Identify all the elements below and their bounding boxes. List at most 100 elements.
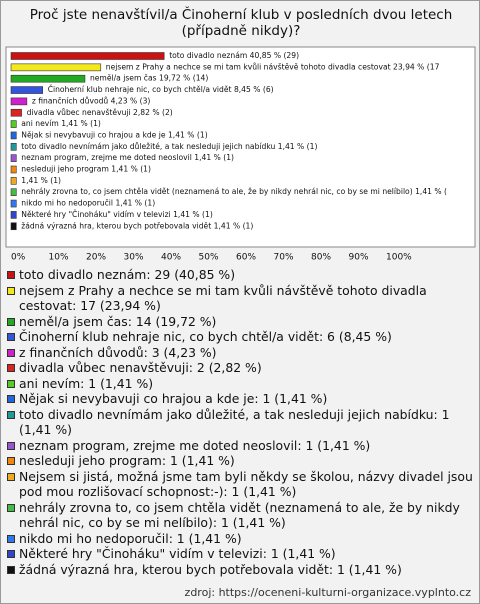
legend-label: toto divadlo nevnímám jako důležité, a t… [19,406,450,438]
legend-marker [7,410,15,419]
legend-marker [7,550,15,558]
legend-item: žádná výrazná hra, kterou bych potřebova… [7,562,475,578]
legend-label: nesleduji jeho program: 1 (1,41 %) [19,453,235,468]
legend-item: nesleduji jeho program: 1 (1,41 %) [7,453,475,469]
legend-item: divadla vůbec nenavštěvuji: 2 (2,82 %) [7,360,475,376]
bar [10,143,17,151]
legend-item: ani nevím: 1 (1,41 %) [7,376,475,392]
legend-item: Některé hry "Činoháku" vidím v televizi:… [7,546,475,562]
value-label: 1,41 % (1) [168,130,208,139]
category-label: divadla vůbec nenavštěvuji [27,108,131,117]
bar-label: nehrály zrovna to, co jsem chtěla vidět … [21,187,447,196]
chart: 0% 10% 20% 30% 40% 50% 60% 70% 80% 90% 100% toto di… [5,46,476,263]
legend-item: neznam program, zrejme me doted neoslovi… [7,438,475,454]
value-label: 19,72 % (14) [159,74,208,83]
bar-label: žádná výrazná hra, kterou bych potřebova… [21,221,253,230]
bar-label: toto divadlo neznám 40,85 % (29) [169,51,299,60]
legend-marker [7,565,15,574]
bar-label: ani nevím 1,41 % (1) [21,119,101,128]
value-label: 2,82 % (2) [133,108,173,117]
category-label: Nějak si nevybavuji co hrajou a kde je [21,130,166,139]
value-label: 1,41 % (1) [173,210,213,219]
value-label: 1,41 % (1) [61,119,101,128]
legend-label: divadla vůbec nenavštěvuji: 2 (2,82 %) [19,360,262,375]
value-label: 40,85 % (29) [250,51,299,60]
category-label: neznam program, zrejme me doted neoslovi… [21,153,192,162]
category-label: nejsem z Prahy a nechce se mi tam kvůli … [106,62,391,71]
x-tick-label: 60% [236,253,256,263]
legend-item: toto divadlo nevnímám jako důležité, a t… [7,407,475,438]
legend-marker [7,457,15,465]
bar [10,165,17,174]
legend-marker [7,333,15,341]
legend-item: Činoherní klub nehraje nic, co bych chtě… [7,329,475,345]
legend-marker [7,534,15,543]
category-label: ani nevím [21,119,58,128]
legend: toto divadlo neznám: 29 (40,85 %) nejsem … [7,267,475,577]
chart-title: Proč jste nenavštívil/a Činoherní klub v… [29,7,453,39]
bar [10,52,165,60]
legend-label: Nejsem si jistá, možná jsme tam byli něk… [19,468,473,500]
category-label: Některé hry "Činoháku" vidím v televizi [21,210,170,219]
bar [10,199,17,208]
value-label: 1,41 % (1) [278,142,318,151]
bar-label: Nějak si nevybavuji co hrajou a kde je 1… [21,130,207,139]
bar [10,177,17,185]
bar [10,188,17,196]
legend-label: nejsem z Prahy a nechce se mi tam kvůli … [19,282,427,314]
legend-marker [7,271,15,279]
category-label: nikdo mi ho nedoporučil [21,199,113,208]
x-tick-label: 50% [199,253,219,263]
legend-marker [7,317,15,326]
bar-label: nikdo mi ho nedoporučil 1,41 % (1) [21,199,155,208]
category-label: toto divadlo nevnímám jako důležité, a t… [21,142,275,151]
legend-item: toto divadlo neznám: 29 (40,85 %) [7,267,475,283]
legend-marker [7,472,15,481]
legend-marker [7,379,15,388]
value-label: 1,41 % (1) [21,176,61,185]
bar [10,120,17,128]
bar-label: z finančních důvodů 4,23 % (3) [32,96,151,105]
legend-label: z finančních důvodů: 3 (4,23 %) [19,344,217,360]
legend-label: neměl/a jsem čas: 14 (19,72 %) [19,313,217,329]
bar-label: Některé hry "Činoháku" vidím v televizi … [21,210,213,219]
category-label: Činoherní klub nehraje nic, co bych chtě… [48,85,232,94]
bar [10,97,28,106]
legend-label: žádná výrazná hra, kterou bych potřebova… [19,561,402,577]
legend-marker [7,441,15,450]
legend-item: nejsem z Prahy a nechce se mi tam kvůli … [7,283,475,314]
legend-item: nehrály zrovna to, co jsem chtěla vidět … [7,500,475,531]
bar-label: nejsem z Prahy a nechce se mi tam kvůli … [106,62,440,71]
value-label: 23,94 % (17 [393,62,440,71]
bar [10,108,22,117]
value-label: 4,23 % (3) [111,96,151,105]
category-label: nehrály zrovna to, co jsem chtěla vidět … [21,187,412,196]
category-label: nesleduji jeho program [21,165,109,174]
bar [10,63,102,72]
x-tick-label: 10% [49,253,69,263]
legend-label: toto divadlo neznám: 29 (40,85 %) [19,267,236,282]
value-label: 1,41 % (1) [115,199,155,208]
legend-item: neměl/a jsem čas: 14 (19,72 %) [7,314,475,330]
bar [10,222,17,231]
x-tick-label: 20% [86,253,106,263]
legend-item: Nějak si nevybavuji co hrajou a kde je: … [7,391,475,407]
legend-marker [7,348,15,357]
legend-label: ani nevím: 1 (1,41 %) [19,375,154,391]
legend-label: neznam program, zrejme me doted neoslovi… [19,437,371,453]
bar-label: Činoherní klub nehraje nic, co bych chtě… [48,85,274,94]
legend-item: nikdo mi ho nedoporučil: 1 (1,41 %) [7,531,475,547]
legend-marker [7,503,15,512]
bar-label: divadla vůbec nenavštěvuji 2,82 % (2) [27,108,173,117]
bar [10,131,17,140]
legend-label: nikdo mi ho nedoporučil: 1 (1,41 %) [19,530,242,546]
x-tick-label: 90% [349,253,369,263]
value-label: 1,41 % (1) [214,221,254,230]
category-label: žádná výrazná hra, kterou bych potřebova… [21,221,211,230]
bar [10,154,17,162]
x-tick-label: 0% [11,253,26,263]
bar [10,74,86,83]
x-tick-label: 30% [124,253,144,263]
x-tick-label: 100% [386,253,412,263]
